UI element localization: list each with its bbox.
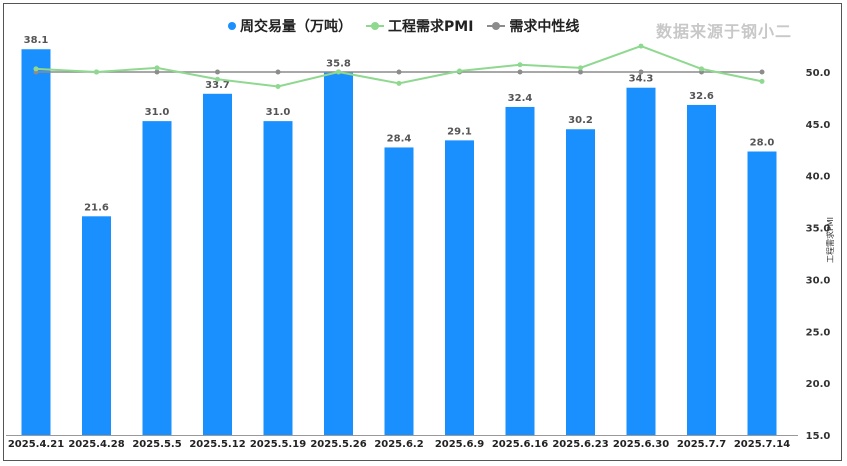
bar-value-label: 38.1 xyxy=(24,35,49,46)
neutral-point[interactable] xyxy=(578,69,583,75)
x-tick-label: 2025.6.2 xyxy=(374,439,423,450)
bar-value-label: 31.0 xyxy=(145,107,170,118)
legend-item-pmi[interactable]: 工程需求PMI xyxy=(366,16,473,36)
neutral-point[interactable] xyxy=(275,69,281,75)
legend-item-volume[interactable]: 周交易量（万吨） xyxy=(228,16,352,36)
pmi-point[interactable] xyxy=(699,66,704,72)
bar[interactable] xyxy=(626,87,656,436)
pmi-point[interactable] xyxy=(33,66,39,72)
x-tick-label: 2025.7.7 xyxy=(677,439,726,450)
right-tick-label: 50.0 xyxy=(806,68,831,79)
pmi-point[interactable] xyxy=(154,65,160,71)
x-tick-label: 2025.6.30 xyxy=(613,439,669,450)
right-tick-label: 45.0 xyxy=(806,120,831,131)
bar-value-label: 29.1 xyxy=(447,126,472,137)
pmi-point[interactable] xyxy=(638,43,644,49)
legend-marker-pmi xyxy=(366,22,384,30)
pmi-point[interactable] xyxy=(275,84,281,90)
x-tick-label: 2025.5.19 xyxy=(250,439,306,450)
x-tick-label: 2025.5.12 xyxy=(189,439,245,450)
neutral-point[interactable] xyxy=(759,69,765,75)
legend-item-neutral[interactable]: 需求中性线 xyxy=(487,16,579,36)
legend-marker-neutral xyxy=(487,22,506,30)
pmi-point[interactable] xyxy=(336,69,341,75)
x-tick-label: 2025.5.5 xyxy=(132,439,181,450)
bar[interactable] xyxy=(21,49,51,436)
bar-value-label: 34.3 xyxy=(629,74,654,85)
legend: 周交易量（万吨） 工程需求PMI 需求中性线 xyxy=(228,16,593,36)
bar[interactable] xyxy=(203,93,232,435)
pmi-point[interactable] xyxy=(396,80,402,86)
neutral-point[interactable] xyxy=(638,69,644,75)
bar-value-label: 30.2 xyxy=(568,115,593,126)
legend-label-neutral: 需求中性线 xyxy=(509,19,580,35)
x-tick-label: 2025.4.21 xyxy=(8,439,64,450)
neutral-point[interactable] xyxy=(215,69,220,75)
pmi-point[interactable] xyxy=(578,65,583,71)
x-tick-label: 2025.6.9 xyxy=(435,439,484,450)
x-tick-label: 2025.6.16 xyxy=(492,439,548,450)
pmi-point[interactable] xyxy=(94,69,99,75)
pmi-point[interactable] xyxy=(457,68,462,74)
bar[interactable] xyxy=(505,106,535,435)
pmi-point[interactable] xyxy=(215,76,220,82)
bar-value-label: 35.8 xyxy=(326,59,351,70)
right-tick-label: 35.0 xyxy=(806,224,831,235)
bar[interactable] xyxy=(747,151,777,436)
bar-value-label: 32.6 xyxy=(689,91,714,102)
right-tick-label: 40.0 xyxy=(806,172,831,183)
bar-value-label: 28.4 xyxy=(387,133,412,144)
bar-value-label: 21.6 xyxy=(84,202,109,213)
bar[interactable] xyxy=(263,121,293,435)
pmi-point[interactable] xyxy=(517,62,523,68)
bar[interactable] xyxy=(324,72,353,436)
bar[interactable] xyxy=(687,104,716,436)
bar-value-label: 28.0 xyxy=(750,138,775,149)
bar[interactable] xyxy=(384,147,414,435)
bar-value-label: 32.4 xyxy=(508,93,533,104)
legend-marker-volume xyxy=(228,22,236,30)
bar-value-label: 33.7 xyxy=(205,80,230,91)
source-note: 数据来源于钢小二 xyxy=(656,22,793,41)
right-tick-label: 20.0 xyxy=(806,379,831,390)
neutral-point[interactable] xyxy=(396,69,402,75)
bar[interactable] xyxy=(566,129,595,435)
right-tick-label: 15.0 xyxy=(806,431,831,442)
neutral-point[interactable] xyxy=(154,69,160,75)
neutral-point[interactable] xyxy=(517,69,523,75)
right-tick-label: 25.0 xyxy=(806,327,831,338)
bar-value-label: 31.0 xyxy=(266,107,291,118)
right-axis-title: 工程需求PMI xyxy=(825,217,835,263)
x-tick-label: 2025.7.14 xyxy=(734,439,790,450)
legend-label-volume: 周交易量（万吨） xyxy=(240,19,352,35)
x-tick-label: 2025.5.26 xyxy=(310,439,366,450)
bar[interactable] xyxy=(445,140,474,436)
bar[interactable] xyxy=(142,121,172,435)
x-tick-label: 2025.4.28 xyxy=(68,439,124,450)
bar[interactable] xyxy=(82,216,111,435)
legend-label-pmi: 工程需求PMI xyxy=(388,19,474,35)
right-tick-label: 30.0 xyxy=(806,275,831,286)
x-tick-label: 2025.6.23 xyxy=(552,439,608,450)
pmi-point[interactable] xyxy=(759,78,765,84)
